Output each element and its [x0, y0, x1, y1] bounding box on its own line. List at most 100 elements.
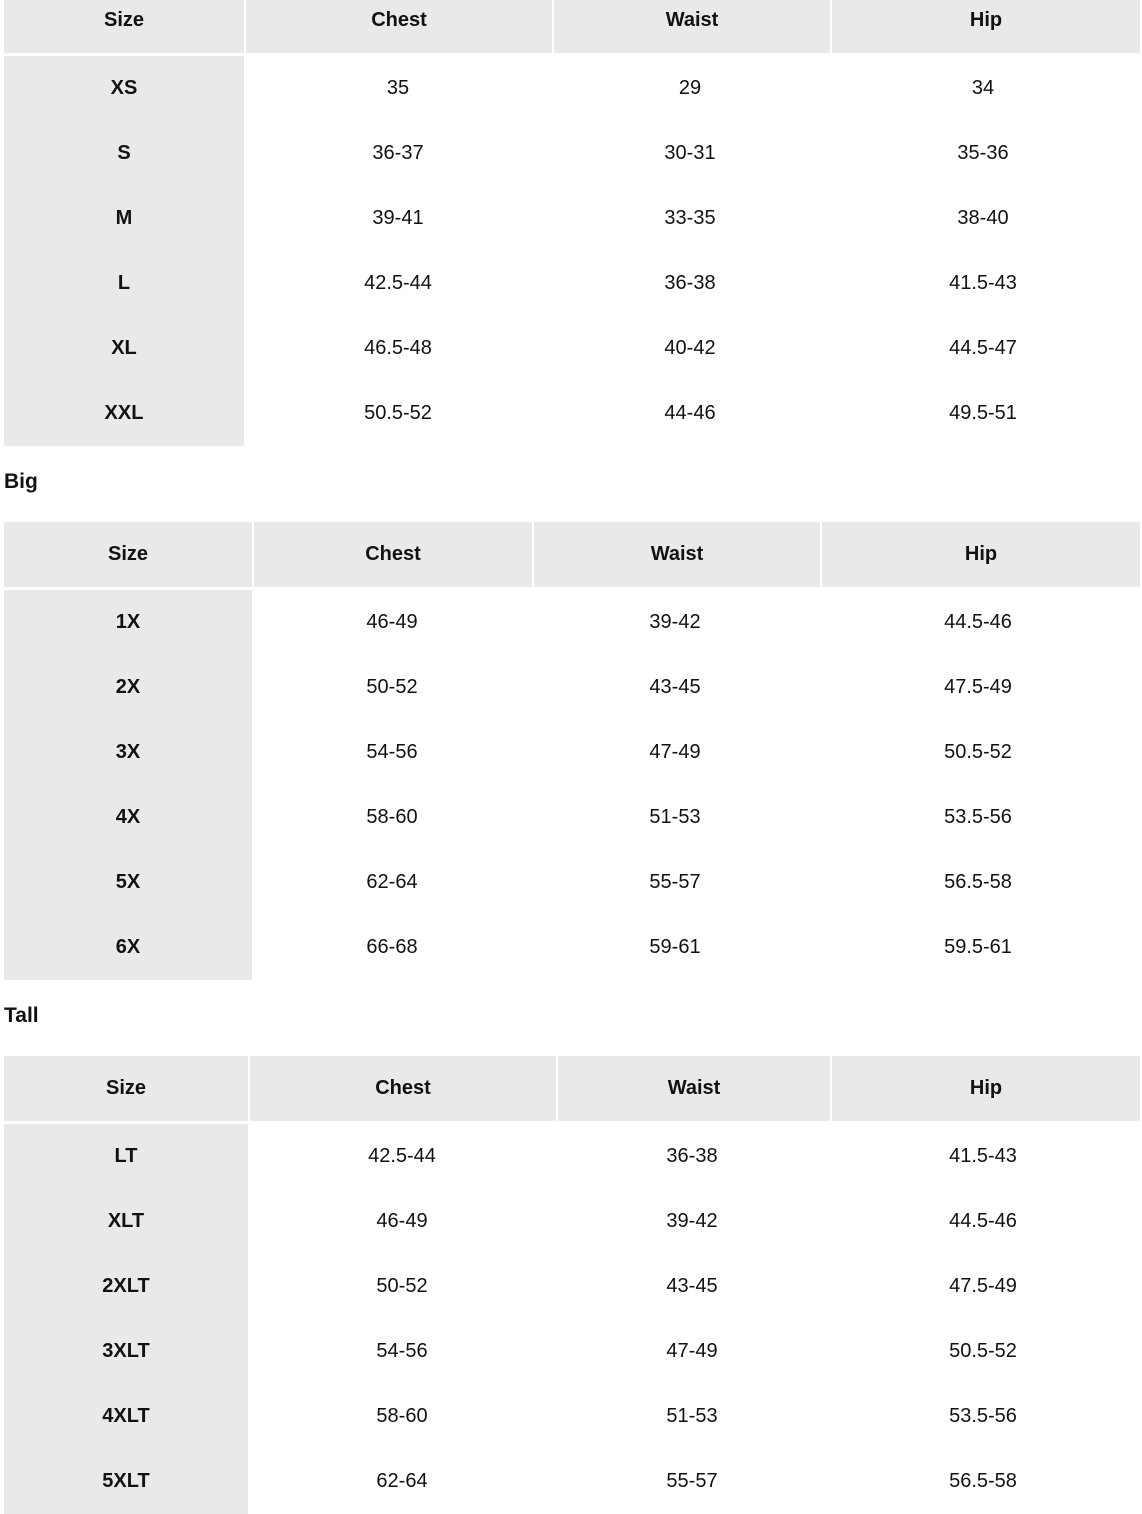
measurement-cell-waist: 43-45: [666, 1275, 718, 1297]
table-header-row: Size Chest Waist Hip: [4, 0, 1140, 53]
column-header-hip: Hip: [832, 0, 1140, 53]
column-header-waist: Waist: [534, 522, 820, 587]
table-row: 5X 62-64 55-57 56.5-58: [4, 850, 1138, 915]
measurement-cell-chest: 50-52: [376, 1275, 428, 1297]
measurement-cell-hip: 41.5-43: [949, 272, 1017, 294]
size-cell: XXL: [4, 381, 244, 446]
column-header-size: Size: [4, 522, 252, 587]
size-cell: 2X: [4, 655, 252, 720]
measurement-cell-waist: 36-38: [666, 1145, 718, 1167]
table-header-row: Size Chest Waist Hip: [4, 1056, 1140, 1121]
measurement-cell-chest: 46.5-48: [364, 337, 432, 359]
size-cell: 1X: [4, 590, 252, 655]
measurement-cell-waist: 47-49: [649, 741, 701, 763]
column-header-chest: Chest: [250, 1056, 556, 1121]
measurement-cell-chest: 62-64: [366, 871, 418, 893]
measurement-cell-hip: 44.5-46: [949, 1210, 1017, 1232]
size-cell: XS: [4, 56, 244, 121]
column-header-chest: Chest: [254, 522, 532, 587]
measurement-cell-chest: 42.5-44: [368, 1145, 436, 1167]
section-title-tall: Tall: [4, 1004, 39, 1027]
table-row: XL 46.5-48 40-42 44.5-47: [4, 316, 1138, 381]
size-cell: 5X: [4, 850, 252, 915]
table-row: 4X 58-60 51-53 53.5-56: [4, 785, 1138, 850]
measurement-cell-waist: 51-53: [666, 1405, 718, 1427]
table-row: XS 35 29 34: [4, 56, 1138, 121]
measurement-cell-waist: 59-61: [649, 936, 701, 958]
measurement-cell-waist: 47-49: [666, 1340, 718, 1362]
measurement-cell-chest: 66-68: [366, 936, 418, 958]
measurement-cell-hip: 41.5-43: [949, 1145, 1017, 1167]
table-row: 3X 54-56 47-49 50.5-52: [4, 720, 1138, 785]
column-header-chest: Chest: [246, 0, 552, 53]
measurement-cell-chest: 54-56: [376, 1340, 428, 1362]
column-header-hip: Hip: [832, 1056, 1140, 1121]
measurement-cell-waist: 43-45: [649, 676, 701, 698]
table-row: XXL 50.5-52 44-46 49.5-51: [4, 381, 1138, 446]
measurement-cell-hip: 56.5-58: [949, 1470, 1017, 1492]
table-row: LT 42.5-44 36-38 41.5-43: [4, 1124, 1138, 1189]
section-title-big: Big: [4, 470, 38, 493]
size-cell: 3XLT: [4, 1319, 248, 1384]
size-cell: 6X: [4, 915, 252, 980]
size-table-tall: Size Chest Waist Hip LT 42.5-44 36-38 41.5-43 XL…: [4, 1056, 1140, 1514]
column-header-size: Size: [4, 0, 244, 53]
column-header-hip: Hip: [822, 522, 1140, 587]
measurement-cell-hip: 47.5-49: [949, 1275, 1017, 1297]
table-row: M 39-41 33-35 38-40: [4, 186, 1138, 251]
table-row: 2X 50-52 43-45 47.5-49: [4, 655, 1138, 720]
size-cell: L: [4, 251, 244, 316]
measurement-cell-chest: 58-60: [376, 1405, 428, 1427]
measurement-cell-waist: 55-57: [649, 871, 701, 893]
measurement-cell-hip: 44.5-47: [949, 337, 1017, 359]
measurement-cell-waist: 29: [678, 77, 702, 99]
measurement-cell-waist: 36-38: [664, 272, 716, 294]
table-row: XLT 46-49 39-42 44.5-46: [4, 1189, 1138, 1254]
column-header-waist: Waist: [558, 1056, 830, 1121]
column-header-waist: Waist: [554, 0, 830, 53]
measurement-cell-hip: 53.5-56: [949, 1405, 1017, 1427]
measurement-cell-chest: 58-60: [366, 806, 418, 828]
size-cell: 4XLT: [4, 1384, 248, 1449]
measurement-cell-chest: 36-37: [372, 142, 424, 164]
measurement-cell-waist: 51-53: [649, 806, 701, 828]
measurement-cell-chest: 42.5-44: [364, 272, 432, 294]
measurement-cell-chest: 46-49: [376, 1210, 428, 1232]
measurement-cell-hip: 47.5-49: [944, 676, 1012, 698]
size-cell: 3X: [4, 720, 252, 785]
size-cell: XL: [4, 316, 244, 381]
measurement-cell-waist: 40-42: [664, 337, 716, 359]
size-table-regular: Size Chest Waist Hip XS 35 29 34 S 36-37 30-31 35-3…: [4, 0, 1140, 446]
size-cell: M: [4, 186, 244, 251]
table-row: L 42.5-44 36-38 41.5-43: [4, 251, 1138, 316]
measurement-cell-waist: 44-46: [664, 402, 716, 424]
measurement-cell-hip: 38-40: [957, 207, 1009, 229]
table-row: 1X 46-49 39-42 44.5-46: [4, 590, 1138, 655]
table-row: 4XLT 58-60 51-53 53.5-56: [4, 1384, 1138, 1449]
measurement-cell-chest: 39-41: [372, 207, 424, 229]
measurement-cell-hip: 35-36: [957, 142, 1009, 164]
measurement-cell-waist: 39-42: [649, 611, 701, 633]
measurement-cell-waist: 33-35: [664, 207, 716, 229]
size-cell: XLT: [4, 1189, 248, 1254]
table-row: 3XLT 54-56 47-49 50.5-52: [4, 1319, 1138, 1384]
table-row: 2XLT 50-52 43-45 47.5-49: [4, 1254, 1138, 1319]
size-cell: LT: [4, 1124, 248, 1189]
table-row: 5XLT 62-64 55-57 56.5-58: [4, 1449, 1138, 1514]
measurement-cell-hip: 56.5-58: [944, 871, 1012, 893]
column-header-size: Size: [4, 1056, 248, 1121]
measurement-cell-waist: 30-31: [664, 142, 716, 164]
size-table-big: Size Chest Waist Hip 1X 46-49 39-42 44.5-46 2X 50…: [4, 522, 1140, 980]
measurement-cell-waist: 55-57: [666, 1470, 718, 1492]
measurement-cell-hip: 50.5-52: [949, 1340, 1017, 1362]
measurement-cell-hip: 44.5-46: [944, 611, 1012, 633]
measurement-cell-hip: 49.5-51: [949, 402, 1017, 424]
measurement-cell-hip: 53.5-56: [944, 806, 1012, 828]
size-cell: 5XLT: [4, 1449, 248, 1514]
measurement-cell-chest: 54-56: [366, 741, 418, 763]
size-cell: S: [4, 121, 244, 186]
measurement-cell-hip: 59.5-61: [944, 936, 1012, 958]
measurement-cell-hip: 50.5-52: [944, 741, 1012, 763]
size-cell: 2XLT: [4, 1254, 248, 1319]
measurement-cell-waist: 39-42: [666, 1210, 718, 1232]
